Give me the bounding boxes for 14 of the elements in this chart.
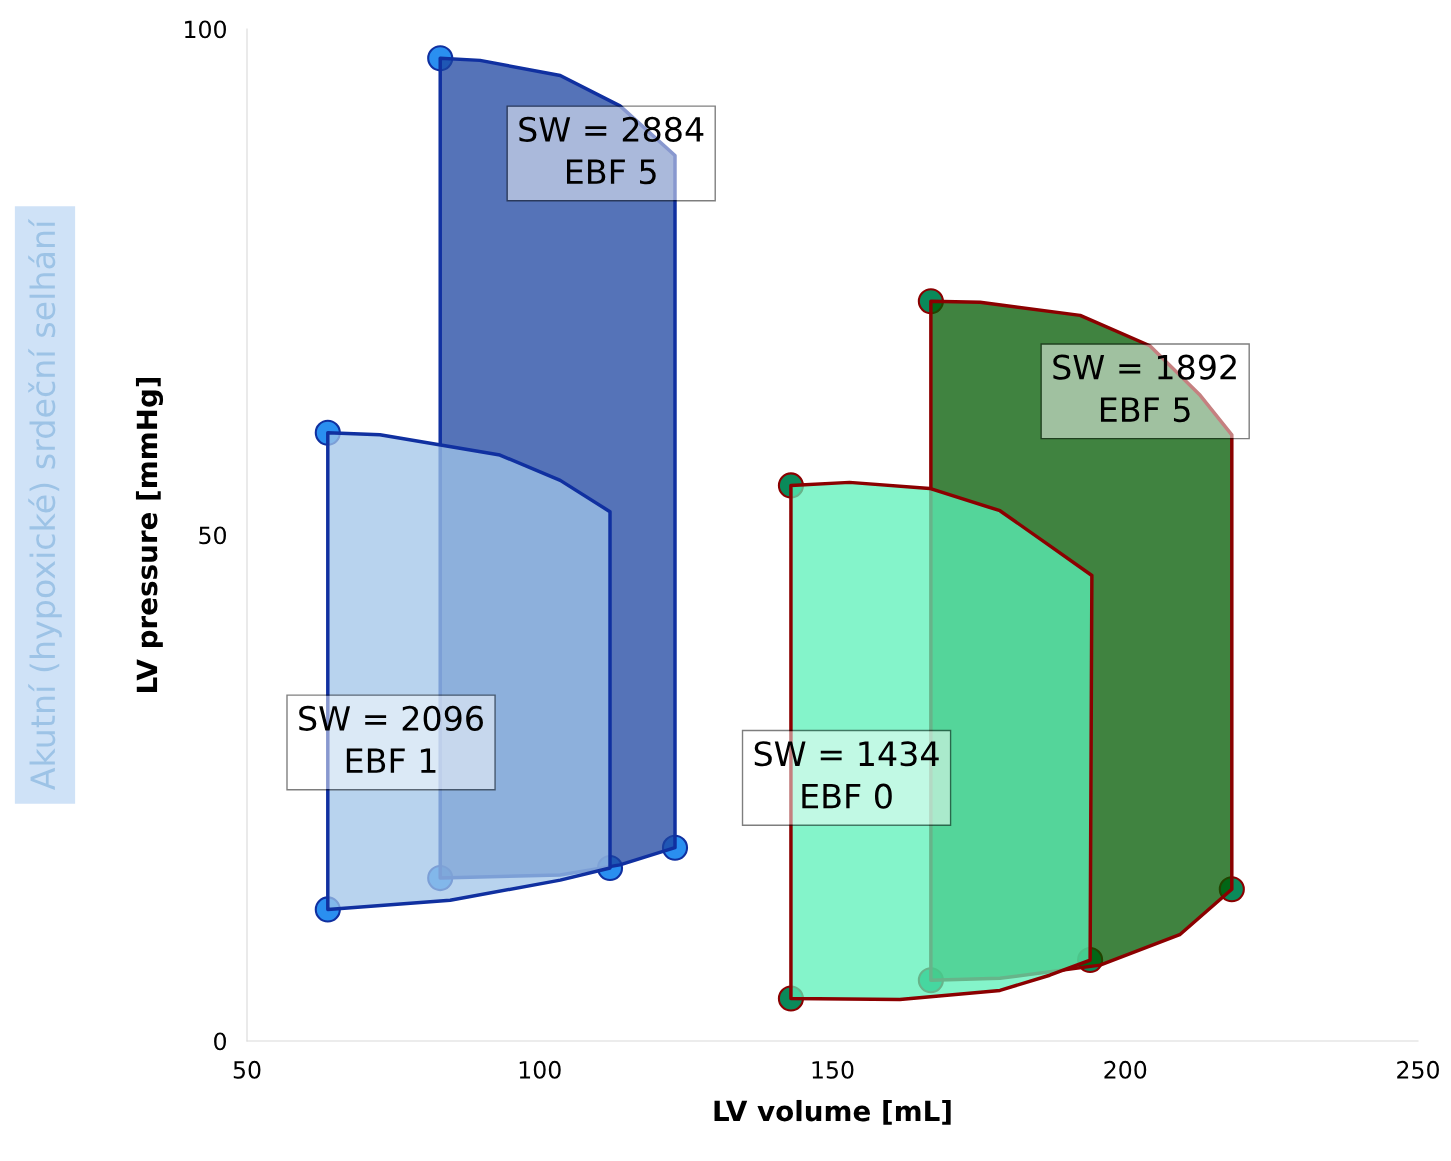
x-tick-label: 50 <box>233 1060 261 1079</box>
y-tick-label: 100 <box>185 20 226 39</box>
x-axis-title: LV volume [mL] <box>714 1099 951 1125</box>
annotation: SW = 2096 EBF 1 <box>299 705 483 773</box>
annotation: SW = 2884 EBF 5 <box>519 116 704 185</box>
y-axis-title: LV pressure [mmHg] <box>135 377 164 692</box>
x-tick-label: 150 <box>812 1060 854 1079</box>
annotation: SW = 1434 EBF 0 <box>754 741 939 809</box>
x-tick-label: 200 <box>1104 1060 1147 1079</box>
x-tick-label: 250 <box>1397 1060 1439 1079</box>
y-tick-label: 50 <box>199 526 226 545</box>
x-tick-label: 100 <box>519 1060 561 1079</box>
annotation: SW = 1892 EBF 5 <box>1053 354 1236 423</box>
y-tick-label: 0 <box>214 1032 226 1051</box>
